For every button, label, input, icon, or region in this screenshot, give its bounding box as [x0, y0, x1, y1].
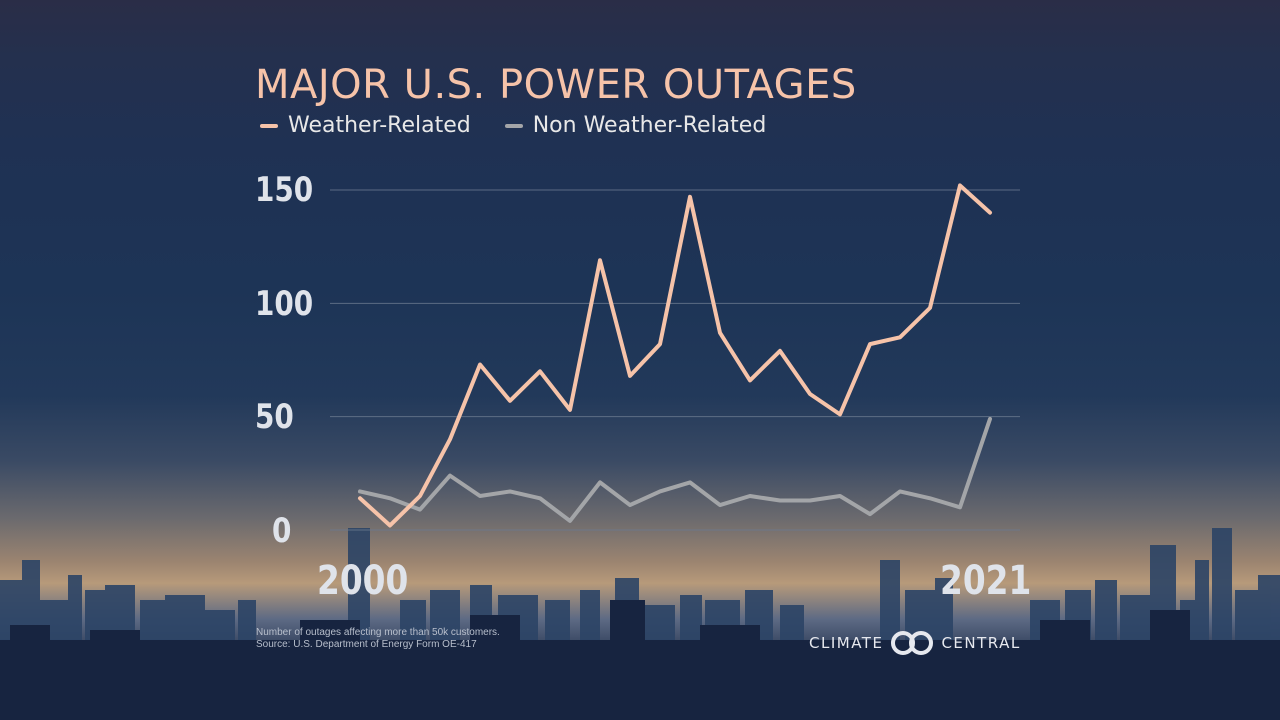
x-tick-label-2000: 2000 [317, 558, 409, 604]
footnote-line-2: Source: U.S. Department of Energy Form O… [256, 639, 477, 650]
chart-title: MAJOR U.S. POWER OUTAGES [255, 62, 857, 108]
logo-text-right: CENTRAL [941, 634, 1021, 652]
footnote-line-1: Number of outages affecting more than 50… [256, 627, 500, 638]
chart-footnote: Number of outages affecting more than 50… [256, 627, 500, 651]
y-tick-label-100: 100 [255, 284, 314, 324]
y-tick-label-150: 150 [255, 170, 314, 210]
y-tick-label-0: 0 [272, 511, 292, 551]
climate-central-logo: CLIMATE CENTRAL [809, 630, 1021, 656]
legend-label-weather: Weather-Related [288, 113, 471, 138]
legend-label-non-weather: Non Weather-Related [532, 113, 767, 138]
y-tick-label-50: 50 [255, 397, 294, 437]
logo-text-left: CLIMATE [809, 634, 884, 652]
logo-rings-icon [891, 631, 934, 655]
chart-legend: Weather-Related Non Weather-Related [260, 113, 800, 138]
x-tick-label-2021: 2021 [940, 558, 1032, 604]
series-line-weather-related [358, 183, 992, 528]
legend-item-weather: Weather-Related [260, 113, 471, 138]
legend-item-non-weather: Non Weather-Related [504, 113, 767, 138]
legend-swatch-non-weather [504, 123, 523, 128]
legend-swatch-weather [260, 123, 278, 128]
series-line-non-weather-related [358, 416, 992, 523]
